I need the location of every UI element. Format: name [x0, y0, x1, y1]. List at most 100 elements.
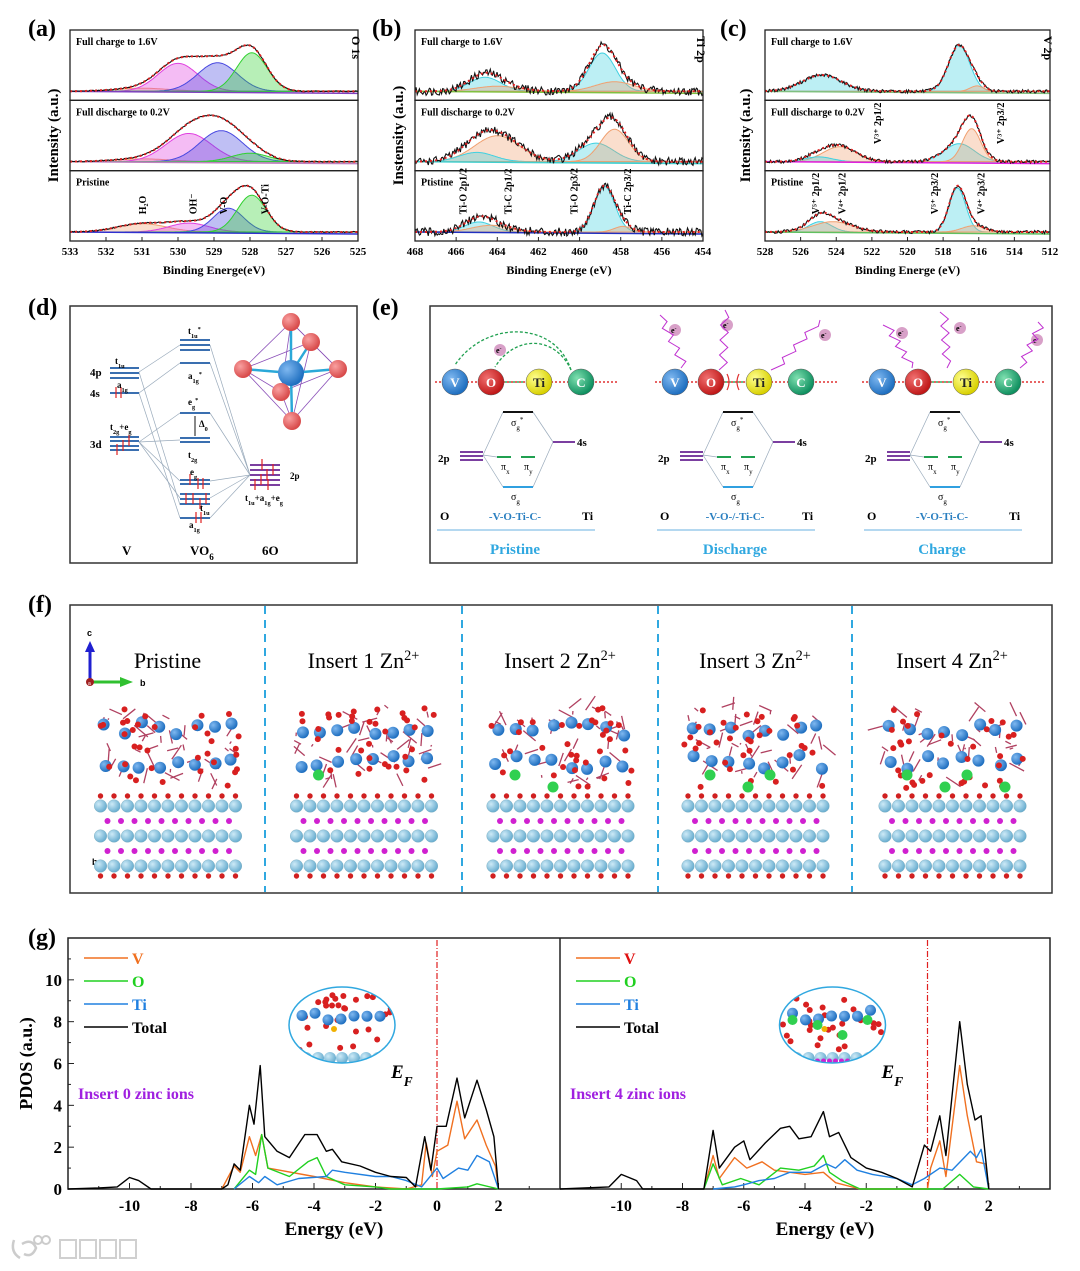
v-atom-icon [310, 759, 323, 772]
atom-label: V [450, 375, 460, 390]
bond [585, 777, 589, 781]
o-atom-icon [779, 1021, 786, 1028]
c-atom-icon [956, 848, 963, 854]
bond [1009, 702, 1018, 717]
zn-ion-icon [812, 1020, 823, 1030]
o-atom-icon [922, 873, 929, 879]
bond [595, 772, 610, 779]
ti-atom-icon [290, 859, 304, 873]
o-atom-icon [697, 783, 704, 790]
c-atom-icon [591, 818, 598, 824]
ti-atom-icon [540, 829, 554, 843]
axis-b-label: b [140, 678, 146, 688]
ti-atom-icon [161, 799, 175, 813]
electron-label-sup: - [960, 324, 962, 330]
bond [107, 718, 110, 721]
bond [567, 778, 579, 784]
o-atom-icon [136, 744, 143, 751]
ti-atom-icon [816, 799, 830, 813]
pdos-frame [67, 937, 1051, 1190]
element-label: O 1s [349, 36, 363, 59]
o-atom-icon [1010, 731, 1017, 738]
bond [122, 708, 136, 720]
c-atom-icon [983, 848, 990, 854]
o-atom-icon [148, 765, 155, 772]
o-atom-icon [685, 873, 691, 879]
o-atom-icon [428, 873, 435, 879]
orbital-label: t1u [200, 503, 210, 517]
o-atom-icon [365, 1026, 372, 1033]
v-atom-icon [295, 760, 308, 773]
broken-bond-icon [726, 373, 740, 391]
orbital-connector [532, 411, 554, 443]
o-atom-icon [990, 793, 996, 799]
fit-component [765, 187, 1050, 233]
o-atom-icon [151, 793, 158, 799]
o-atom-icon [111, 873, 117, 879]
c-atom-icon [341, 848, 347, 854]
bond [493, 712, 503, 726]
panel-frame [429, 305, 1053, 564]
ti-atom-icon [919, 799, 933, 813]
c-atom-icon [158, 818, 165, 824]
photon-wave-icon [718, 309, 730, 371]
o-atom-icon [599, 705, 606, 712]
panel-d-mo-diagram: 4p4s3dt1ua1gt2g+egt1u*a1g*eg*Δ0t2gegt1ua… [69, 305, 358, 564]
o-atom-icon [320, 873, 327, 879]
ti-atom-icon [862, 1052, 875, 1063]
o-atom-icon [698, 873, 705, 879]
pdos-chart-pdos4: -10 -8 -6 -4 -2 0 2 Energy (eV) EF VO Ti Total Inser… [559, 940, 1020, 1240]
electron-label: e- [956, 324, 962, 333]
electron-label-main: e [956, 324, 960, 333]
ti-atom-icon [317, 859, 331, 873]
ti-atom-icon [425, 799, 439, 813]
atom-label: Ti [533, 375, 545, 390]
c-atom-icon [970, 848, 976, 854]
ti-atom-icon [500, 799, 514, 813]
column-label-sub: 6 [209, 552, 214, 562]
fitted-envelope-line [415, 184, 703, 233]
c-atom-icon [746, 818, 752, 824]
c-atom-icon [916, 848, 922, 854]
x-tick-label: 526 [314, 246, 331, 258]
panel-label: (c) [720, 16, 747, 42]
o-atom-icon [124, 793, 131, 799]
spectrum-label: Full discharge to 0.2V [771, 107, 866, 118]
bond [147, 752, 155, 767]
electron-transfer-arrow-icon [494, 342, 572, 371]
x-tick-label: 520 [899, 246, 916, 258]
x-tick-label: 528 [242, 246, 259, 258]
c-atom-icon [1010, 848, 1017, 854]
o-atom-icon [1003, 793, 1010, 799]
electron-icon [954, 322, 966, 334]
ti-atom-icon [513, 859, 527, 873]
o-atom-icon [299, 718, 306, 725]
pi-y-label: πy [744, 462, 753, 476]
panel-frame [69, 604, 1053, 894]
bond [396, 739, 410, 750]
x-tick-label: 514 [1006, 246, 1023, 258]
photon-wave-icon [659, 314, 687, 369]
xps-spectrum: Pristine [69, 170, 359, 242]
o-atom-icon [517, 793, 523, 799]
o-atom-icon [938, 732, 945, 739]
o-atom-icon [304, 1024, 311, 1031]
bond [912, 759, 921, 772]
ti-atom-icon [803, 829, 817, 843]
v-atom-icon [955, 750, 968, 763]
c-atom-icon [943, 818, 949, 824]
v-atom-icon [153, 720, 166, 733]
electron-label-sup: - [902, 329, 904, 335]
v-atom-icon [972, 754, 985, 767]
ti-atom-icon [905, 829, 919, 843]
sigma-star-label-sup: * [520, 416, 524, 424]
electron-label-main: e [821, 331, 825, 340]
sigma-star-label-sub: g [736, 424, 740, 432]
o-atom-icon [779, 873, 786, 879]
o-atom-icon [347, 793, 354, 799]
o-atom-icon [327, 767, 334, 774]
o-atom-icon [335, 711, 342, 718]
orbital-connector [138, 371, 181, 506]
ti-atom-icon [174, 859, 188, 873]
ti-atom-icon [722, 799, 736, 813]
